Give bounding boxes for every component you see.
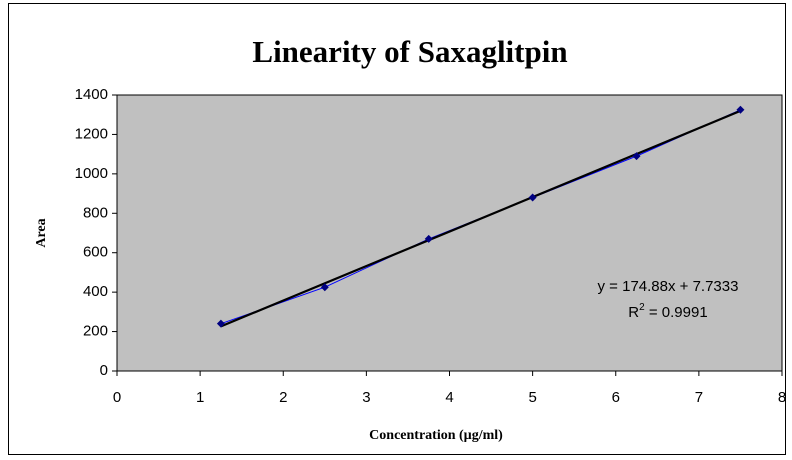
r-squared: R2 = 0.9991 [628,302,707,321]
y-tick-label: 1000 [75,165,108,182]
y-tick-label: 1200 [75,125,108,142]
data-point [632,152,641,161]
y-tick-label: 1400 [75,86,108,103]
x-tick-label: 5 [528,389,536,406]
data-point [424,234,433,243]
y-tick-label: 400 [83,283,108,300]
x-tick-label: 2 [279,389,287,406]
y-tick-label: 600 [83,244,108,261]
trendline-equation: y = 174.88x + 7.7333 [598,278,739,295]
r-squared-base: R [628,304,639,321]
y-axis-label: Area [34,218,49,247]
data-point [216,319,225,328]
x-tick-label: 1 [196,389,204,406]
y-tick-label: 200 [83,323,108,340]
x-tick-label: 8 [778,389,786,406]
x-tick-label: 7 [695,389,703,406]
x-tick-label: 4 [445,389,453,406]
y-tick-label: 800 [83,204,108,221]
data-point [736,105,745,114]
plot-area [116,94,783,372]
data-point [320,283,329,292]
y-tick-label: 0 [100,362,108,379]
x-tick-label: 0 [113,389,121,406]
x-tick-label: 3 [362,389,370,406]
x-tick-label: 6 [612,389,620,406]
x-axis-label: Concentration (µg/ml) [369,428,503,443]
r-squared-value: = 0.9991 [645,304,708,321]
chart-title: Linearity of Saxaglitpin [252,34,567,69]
r-squared-sup: 2 [639,302,645,313]
trendline [220,109,741,328]
data-point [528,193,537,202]
